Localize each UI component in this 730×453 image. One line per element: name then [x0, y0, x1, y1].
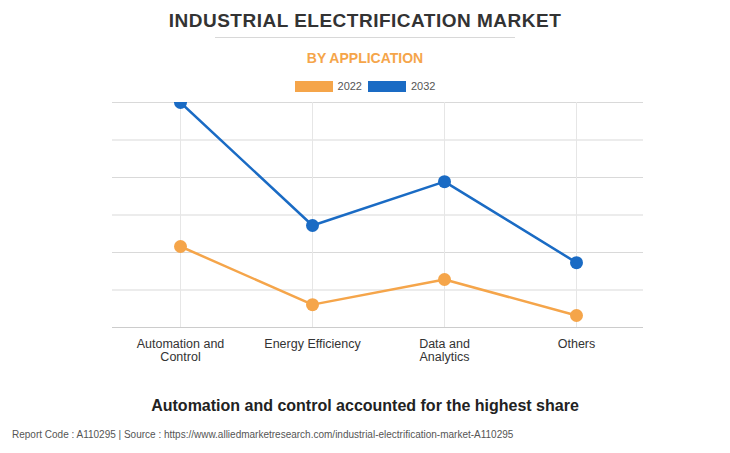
svg-text:Others: Others — [558, 337, 596, 351]
html-text:BY APPLICATION: BY APPLICATION — [306, 50, 424, 66]
html-text:INDUSTRIAL ELECTRIFICATION MAR: INDUSTRIAL ELECTRIFICATION MARKET — [168, 10, 562, 31]
html-text:Report Code : A110295 | Source: Report Code : A110295 | Source : https:/… — [12, 429, 514, 440]
html-text:2022: 2022 — [337, 79, 362, 92]
html-text:Automation and control account: Automation and control accounted for the… — [151, 397, 579, 414]
svg-text:Energy Efficiency: Energy Efficiency — [264, 337, 361, 351]
html-text:2032: 2032 — [411, 79, 436, 92]
svg-text:Automation andControl: Automation andControl — [137, 337, 225, 364]
svg-text:Data andAnalytics: Data andAnalytics — [419, 337, 470, 364]
